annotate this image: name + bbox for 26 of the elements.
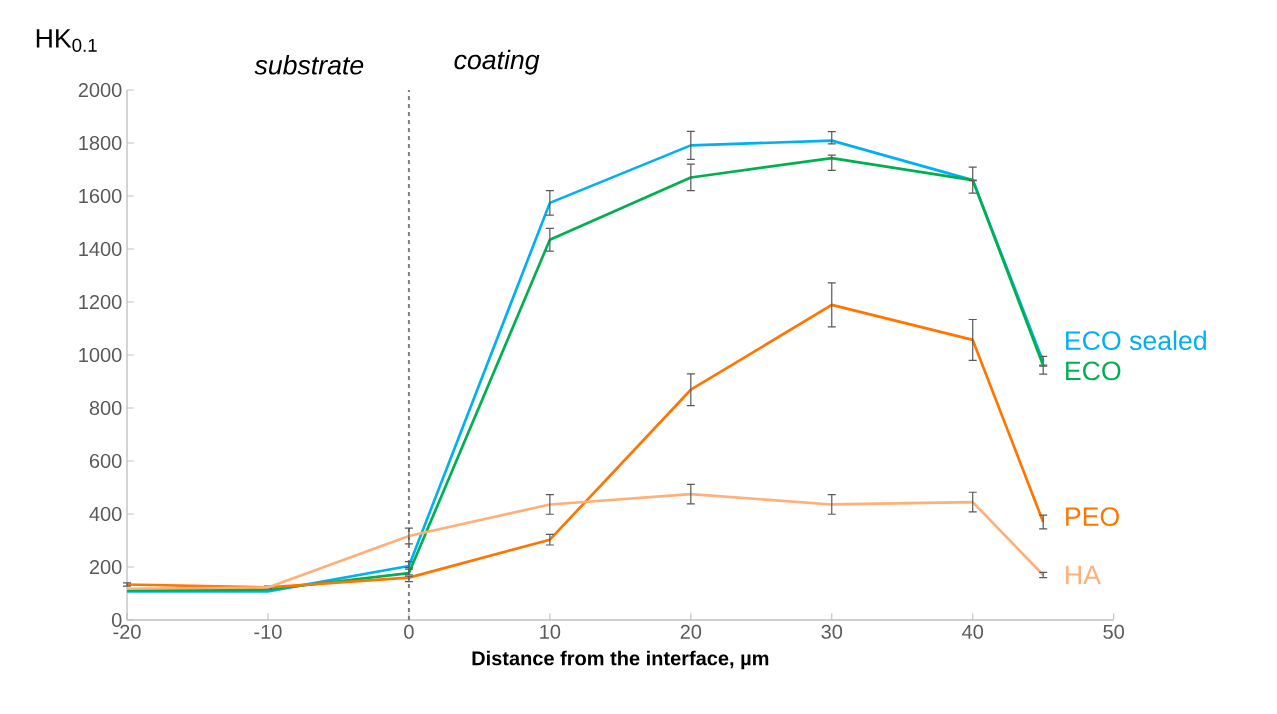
y-tick-label: 800 <box>89 400 122 416</box>
series-label: PEO <box>1066 507 1119 527</box>
y-tick-label: 1800 <box>79 135 122 151</box>
y-tick-label: 1400 <box>79 241 122 257</box>
x-tick-label: 50 <box>1103 624 1124 639</box>
y-tick-label: 2000 <box>78 82 122 98</box>
y-tick-label: 600 <box>89 453 122 469</box>
y-tick-label: 400 <box>89 506 122 522</box>
y-tick-label: 1000 <box>79 347 122 363</box>
x-axis-title: Distance from the interface, µm <box>472 650 769 670</box>
series-label: ECO sealed <box>1066 330 1206 351</box>
x-tick-label: 10 <box>540 624 561 639</box>
x-tick-label: -10 <box>254 624 282 639</box>
x-tick-label: 30 <box>821 624 843 639</box>
series-label: HA <box>1066 565 1101 585</box>
y-tick-label: 200 <box>89 559 122 575</box>
y-tick-label: 1600 <box>79 188 122 204</box>
text: coating <box>454 49 540 75</box>
series-label: ECO <box>1066 361 1121 381</box>
y-axis-title: HK$_{0.1}$ <box>36 29 97 52</box>
x-tick-label: 40 <box>962 624 984 639</box>
x-tick-label: 20 <box>680 624 702 639</box>
line-series <box>125 303 1045 589</box>
x-tick-label: 0 <box>404 624 414 639</box>
text: substrate <box>254 55 364 75</box>
y-tick-label: 1200 <box>79 294 122 310</box>
